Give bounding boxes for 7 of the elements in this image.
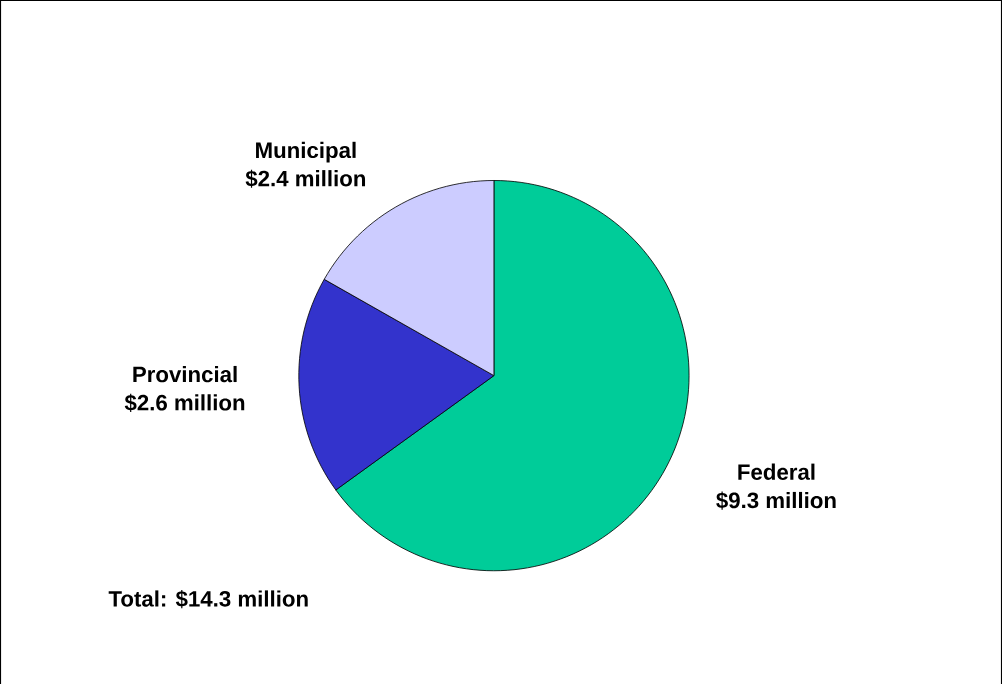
data-label: $9.3 million [716, 491, 836, 510]
slice-label: Municipal [256, 142, 356, 163]
data-label: $2.4 million [245, 169, 366, 189]
data-label: $2.6 million [124, 394, 245, 413]
text: Total: $14.3 million [108, 590, 308, 609]
slice-label: Federal [738, 463, 815, 481]
slice-label: Provincial [133, 366, 237, 383]
